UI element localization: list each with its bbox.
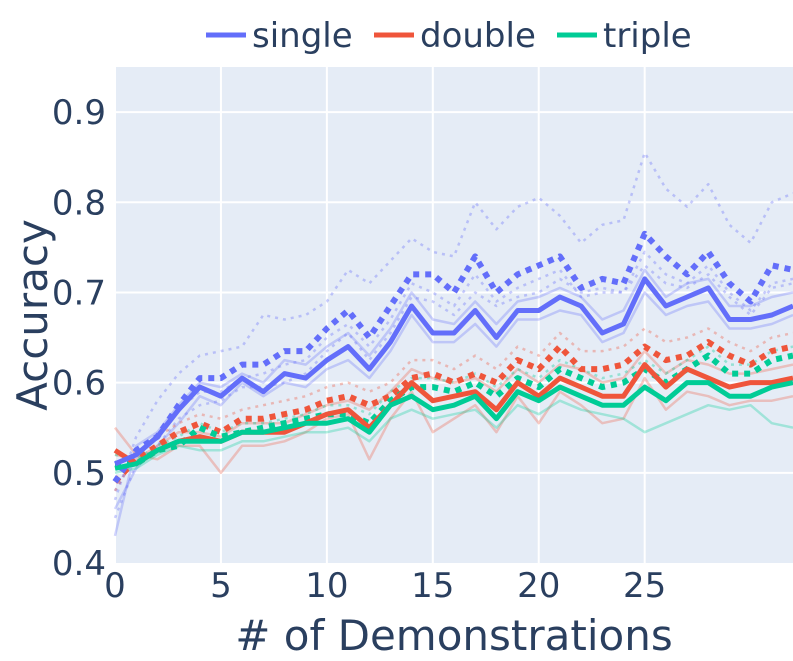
x-tick-label: 20 (517, 566, 560, 606)
legend-item-triple[interactable]: triple (557, 16, 692, 56)
series-line-double-dotted (112, 339, 793, 484)
faint-series-line (114, 376, 793, 475)
legend-item-single[interactable]: single (206, 16, 353, 56)
legend: single double triple (206, 16, 692, 56)
legend-item-double[interactable]: double (374, 16, 536, 56)
legend-label: double (420, 16, 536, 56)
legend-label: triple (603, 16, 692, 56)
plot-background (115, 67, 793, 563)
x-tick-label: 5 (210, 566, 232, 606)
legend-label: single (252, 16, 353, 56)
series-line-single (114, 276, 793, 467)
x-tick-labels: 0 5 10 15 20 25 (104, 566, 666, 606)
y-tick-label: 0.8 (52, 183, 106, 223)
faint-series-line (114, 345, 793, 461)
main-series-lines (112, 230, 793, 484)
y-tick-label: 0.7 (52, 273, 106, 313)
faint-series-line (114, 349, 793, 461)
faint-series-line (113, 264, 793, 519)
grid-lines (114, 67, 793, 563)
y-axis-title: Accuracy (8, 219, 57, 411)
x-tick-label: 15 (411, 566, 454, 606)
y-tick-label: 0.6 (52, 364, 106, 404)
x-tick-label: 0 (104, 566, 126, 606)
y-tick-label: 0.9 (52, 93, 106, 133)
faint-series-line (113, 327, 793, 492)
y-tick-labels: 0.4 0.5 0.6 0.7 0.8 0.9 (52, 93, 106, 584)
x-tick-label: 25 (623, 566, 666, 606)
x-tick-label: 10 (305, 566, 348, 606)
y-tick-label: 0.4 (52, 544, 106, 584)
series-line-triple (114, 380, 793, 471)
faint-series-line (113, 291, 793, 510)
faint-series-line (113, 151, 793, 501)
y-tick-label: 0.5 (52, 454, 106, 494)
faint-series-line (113, 268, 793, 537)
faint-series-line (114, 399, 793, 475)
x-axis-title: # of Demonstrations (235, 611, 672, 660)
